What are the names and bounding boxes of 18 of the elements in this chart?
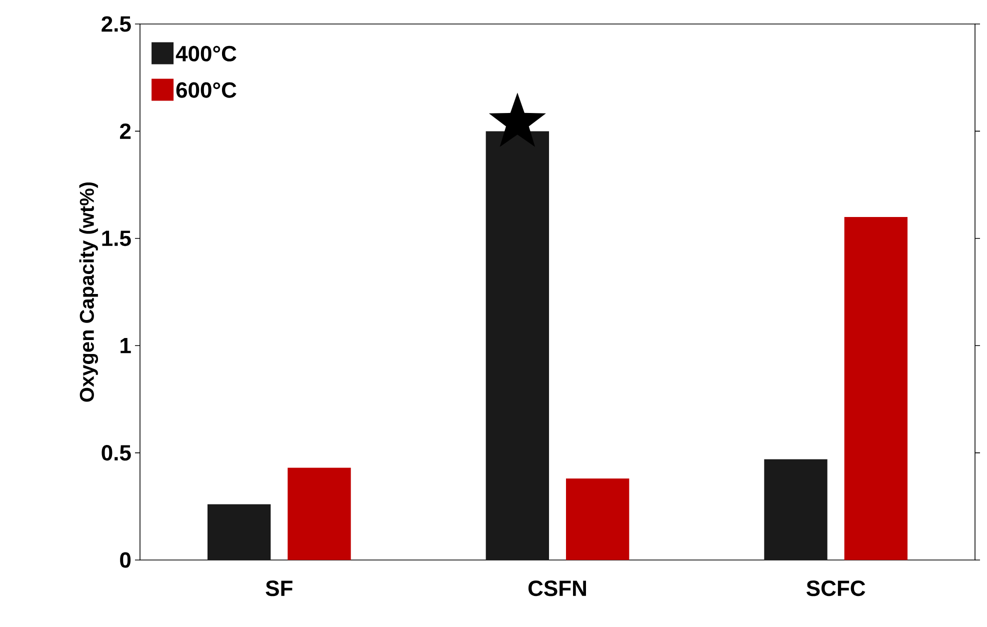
bar (208, 504, 271, 560)
y-tick-label: 1.5 (102, 230, 131, 246)
bar (764, 459, 828, 560)
bar (288, 468, 351, 560)
y-axis-title: Oxygen Capacity (wt%) (79, 182, 98, 402)
x-tick-label: SF (266, 580, 292, 596)
y-tick-label: 0 (120, 552, 131, 568)
y-tick-label: 0.5 (102, 445, 131, 461)
bar (566, 478, 630, 560)
bar (844, 216, 908, 560)
y-tick-label: 2 (120, 124, 131, 139)
y-tick-label: 1 (120, 338, 131, 354)
x-tick-label: SCFC (806, 580, 866, 596)
legend-label: 600°C (176, 82, 236, 98)
y-tick-label: 2.5 (102, 16, 131, 32)
x-tick-label: CSFN (528, 580, 586, 596)
legend-label: 400°C (176, 46, 236, 62)
bar (486, 131, 550, 560)
